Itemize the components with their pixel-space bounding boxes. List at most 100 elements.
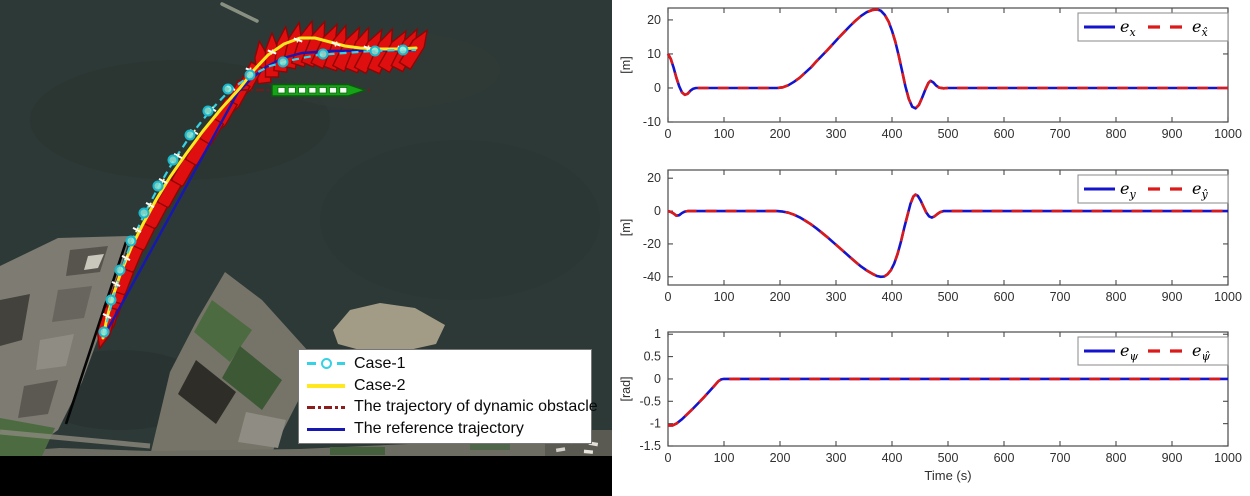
x-tick-label: 700 xyxy=(1050,290,1071,304)
obstacle-ship-hatch xyxy=(287,87,296,94)
plot-legend: ey eŷ xyxy=(1077,174,1229,204)
waypoint-cross-icon xyxy=(105,313,109,319)
y-tick-label: -10 xyxy=(643,115,661,129)
vessel-footprint xyxy=(300,19,326,68)
y-tick-label: -40 xyxy=(643,270,661,284)
case1-circle-icon xyxy=(369,45,381,57)
legend-entry-label: eψ̂ xyxy=(1192,341,1210,363)
case1-circle-icon xyxy=(167,154,179,166)
legend-row-obstacle: The trajectory of dynamic obstacle xyxy=(307,397,598,418)
waypoint-cross-icon xyxy=(296,37,300,43)
case1-circle-icon xyxy=(125,235,137,247)
y-axis-label: [m] xyxy=(619,56,633,73)
x-tick-label: 300 xyxy=(826,127,847,141)
x-tick-label: 1000 xyxy=(1214,290,1242,304)
y-tick-label: 0.5 xyxy=(644,350,661,364)
y-tick-label: -1 xyxy=(650,417,661,431)
obstacle-ship-hatch xyxy=(277,87,286,94)
bottom-shore xyxy=(0,428,612,456)
y-tick-label: -20 xyxy=(643,237,661,251)
plot-3: 0 100 200 300 400 500 600 700 800 900 1000 -1.5 -1 -0… xyxy=(619,327,1242,483)
waypoint-cross-icon xyxy=(148,202,152,208)
y-axis-ticks: -1.5 -1 -0.5 0 0.5 1 xyxy=(639,327,1228,453)
x-tick-label: 100 xyxy=(714,451,735,465)
legend-row-reference: The reference trajectory xyxy=(307,419,585,440)
vessel-footprint xyxy=(310,22,338,70)
x-tick-label: 200 xyxy=(770,290,791,304)
case1-marker-icon xyxy=(321,358,332,370)
plot-legend: eψ eψ̂ xyxy=(1077,336,1229,366)
obstacle-ship-hull xyxy=(271,83,368,97)
x-tick-label: 200 xyxy=(770,451,791,465)
case2-line-swatch xyxy=(307,383,345,388)
y-tick-label: 0 xyxy=(654,204,661,218)
y-tick-label: 20 xyxy=(647,13,661,27)
y-tick-label: 0 xyxy=(654,81,661,95)
x-axis-ticks: 0 100 200 300 400 500 600 700 800 900 1000 xyxy=(665,170,1242,304)
x-tick-label: 0 xyxy=(665,451,672,465)
series-line-solid xyxy=(668,377,1228,427)
y-axis-label: [rad] xyxy=(619,376,633,401)
y-tick-label: 20 xyxy=(647,171,661,185)
y-tick-label: 10 xyxy=(647,47,661,61)
x-tick-label: 700 xyxy=(1050,451,1071,465)
x-tick-label: 900 xyxy=(1162,290,1183,304)
obstacle-ship-hatch xyxy=(298,87,306,94)
case1-circle-icon xyxy=(184,129,196,141)
x-tick-label: 900 xyxy=(1162,451,1183,465)
obstacle-ship-hatch xyxy=(318,87,327,94)
x-tick-label: 500 xyxy=(938,451,959,465)
x-tick-label: 900 xyxy=(1162,127,1183,141)
x-axis-ticks: 0 100 200 300 400 500 600 700 800 900 1000 xyxy=(665,8,1242,141)
x-tick-label: 600 xyxy=(994,127,1015,141)
harbor-map-image xyxy=(0,0,612,496)
waypoint-cross-icon xyxy=(366,45,370,51)
y-axis-label: [m] xyxy=(619,219,633,236)
case1-circle-icon xyxy=(317,48,329,60)
x-tick-label: 500 xyxy=(938,290,959,304)
y-tick-label: 0 xyxy=(654,372,661,386)
case1-circle-icon xyxy=(98,326,110,338)
case1-circle-icon xyxy=(397,44,409,56)
case1-circle-markers xyxy=(98,44,409,338)
legend-label: The reference trajectory xyxy=(354,420,524,438)
series-line-solid xyxy=(667,193,1228,279)
x-axis-label: Time (s) xyxy=(924,468,971,483)
x-tick-label: 400 xyxy=(882,290,903,304)
x-tick-label: 800 xyxy=(1106,127,1127,141)
case1-line-swatch xyxy=(307,358,345,370)
letterbox-bar xyxy=(0,456,612,496)
legend-label: Case-1 xyxy=(354,354,406,372)
x-tick-label: 100 xyxy=(714,290,735,304)
x-axis-ticks: 0 100 200 300 400 500 600 700 800 900 1000 xyxy=(665,332,1242,465)
obstacle-ship-hatch xyxy=(339,87,348,94)
case1-circle-icon xyxy=(138,207,150,219)
y-tick-label: -0.5 xyxy=(639,394,661,408)
trajectory-overlay xyxy=(64,19,429,425)
x-tick-label: 0 xyxy=(665,290,672,304)
legend-row-case2: Case-2 xyxy=(307,375,585,396)
x-tick-label: 100 xyxy=(714,127,735,141)
waypoint-cross-icon xyxy=(124,255,128,261)
case1-circle-icon xyxy=(152,180,164,192)
x-tick-label: 700 xyxy=(1050,127,1071,141)
x-tick-label: 500 xyxy=(938,127,959,141)
case1-circle-icon xyxy=(114,264,126,276)
waypoint-cross-icon xyxy=(270,49,274,55)
breakwater xyxy=(220,2,259,23)
legend-row-case1: Case-1 xyxy=(307,353,585,374)
legend-entry-label: ex xyxy=(1120,17,1136,39)
x-tick-label: 800 xyxy=(1106,451,1127,465)
x-tick-label: 0 xyxy=(665,127,672,141)
legend-entry-label: ey xyxy=(1120,179,1136,201)
case1-circle-icon xyxy=(105,294,117,306)
plot-legend: ex ex̂ xyxy=(1077,12,1229,42)
waypoint-cross-icon xyxy=(334,41,338,47)
error-plots: 0 100 200 300 400 500 600 700 800 900 1000-1001020… xyxy=(619,7,1242,483)
x-tick-label: 1000 xyxy=(1214,451,1242,465)
sand-area xyxy=(333,303,445,352)
dynamic-obstacle-ship xyxy=(271,83,368,97)
series-line-solid xyxy=(666,8,1228,110)
x-tick-label: 400 xyxy=(882,127,903,141)
